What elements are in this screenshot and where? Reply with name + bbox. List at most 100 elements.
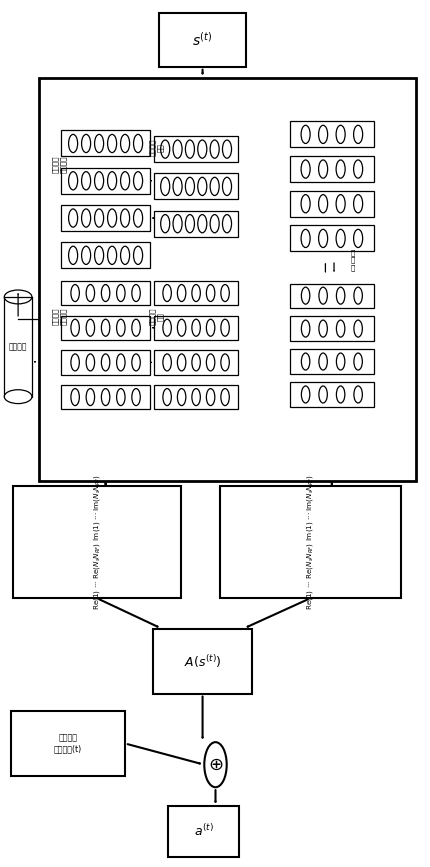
Text: Re(1) ··· Re($N_sN_{RF}$) Im(1) ··· Im($N_sN_{RF}$): Re(1) ··· Re($N_sN_{RF}$) Im(1) ··· Im($… [92, 473, 102, 610]
Circle shape [318, 229, 327, 248]
Circle shape [132, 354, 140, 371]
Circle shape [133, 172, 142, 190]
Circle shape [68, 246, 77, 264]
Circle shape [301, 287, 309, 304]
Circle shape [172, 178, 181, 196]
Circle shape [71, 388, 79, 406]
Circle shape [353, 287, 362, 304]
Circle shape [177, 284, 185, 302]
Bar [289, 382, 373, 407]
Circle shape [163, 319, 171, 336]
Text: 采样估计
网络: 采样估计 网络 [149, 308, 163, 325]
Circle shape [117, 319, 125, 336]
Bar [289, 316, 373, 341]
Circle shape [101, 354, 110, 371]
Circle shape [336, 386, 344, 403]
Bar [39, 78, 415, 481]
Text: 软
更
新: 软 更 新 [350, 249, 354, 271]
Bar [61, 281, 150, 305]
Circle shape [301, 229, 310, 248]
Circle shape [206, 319, 214, 336]
Circle shape [68, 172, 77, 190]
Circle shape [353, 194, 362, 213]
Circle shape [353, 353, 362, 370]
Circle shape [336, 320, 344, 337]
Circle shape [220, 319, 229, 336]
Bar [289, 156, 373, 182]
Circle shape [81, 209, 90, 227]
Circle shape [204, 742, 226, 787]
Bar [289, 225, 373, 251]
Circle shape [318, 125, 327, 143]
Circle shape [163, 284, 171, 302]
Circle shape [94, 134, 103, 153]
Bar [289, 191, 373, 217]
Circle shape [94, 172, 103, 190]
Circle shape [335, 160, 344, 179]
Circle shape [206, 354, 214, 371]
Circle shape [108, 134, 117, 153]
Circle shape [318, 194, 327, 213]
Circle shape [133, 246, 142, 264]
Bar [61, 131, 150, 156]
Circle shape [177, 354, 185, 371]
Circle shape [133, 209, 142, 227]
Bar [61, 167, 150, 193]
Circle shape [160, 140, 169, 159]
Bar [61, 316, 150, 340]
Bar [61, 385, 150, 409]
Circle shape [71, 354, 79, 371]
Circle shape [318, 287, 326, 304]
Text: 空作估计
网络: 空作估计 网络 [149, 139, 163, 156]
Circle shape [117, 284, 125, 302]
Circle shape [220, 284, 229, 302]
Circle shape [132, 319, 140, 336]
Circle shape [301, 353, 309, 370]
Circle shape [197, 140, 206, 159]
Circle shape [81, 246, 90, 264]
Circle shape [318, 353, 326, 370]
Circle shape [94, 246, 103, 264]
Circle shape [81, 172, 90, 190]
Circle shape [163, 388, 171, 406]
Circle shape [120, 246, 129, 264]
Circle shape [336, 287, 344, 304]
Circle shape [335, 194, 344, 213]
Bar [289, 284, 373, 308]
Circle shape [336, 353, 344, 370]
Circle shape [185, 140, 194, 159]
Bar [219, 486, 400, 598]
Circle shape [191, 388, 200, 406]
Bar [13, 486, 181, 598]
Text: $\oplus$: $\oplus$ [207, 756, 223, 773]
Circle shape [301, 386, 309, 403]
Ellipse shape [4, 390, 32, 404]
Text: 信道环境: 信道环境 [9, 342, 27, 351]
Circle shape [101, 284, 110, 302]
Circle shape [335, 229, 344, 248]
Circle shape [117, 388, 125, 406]
Bar [154, 316, 238, 340]
Circle shape [301, 194, 310, 213]
Text: 高斯噪声
探索策略(t): 高斯噪声 探索策略(t) [54, 733, 82, 753]
Bar [61, 350, 150, 375]
Circle shape [353, 229, 362, 248]
Bar [154, 281, 238, 305]
Circle shape [117, 354, 125, 371]
Circle shape [318, 386, 326, 403]
Circle shape [120, 134, 129, 153]
Circle shape [335, 125, 344, 143]
Circle shape [86, 354, 94, 371]
Circle shape [163, 354, 171, 371]
Circle shape [210, 140, 219, 159]
Circle shape [172, 140, 181, 159]
Bar [154, 211, 238, 237]
Bar [11, 711, 125, 776]
Circle shape [220, 354, 229, 371]
Circle shape [185, 178, 194, 196]
Circle shape [353, 386, 362, 403]
Circle shape [191, 354, 200, 371]
Circle shape [133, 134, 142, 153]
Circle shape [185, 214, 194, 233]
Text: Re(1) ··· Re($N_sN_{RF}$) Im(1) ··· Im($N_sN_{RF}$): Re(1) ··· Re($N_sN_{RF}$) Im(1) ··· Im($… [304, 473, 315, 610]
